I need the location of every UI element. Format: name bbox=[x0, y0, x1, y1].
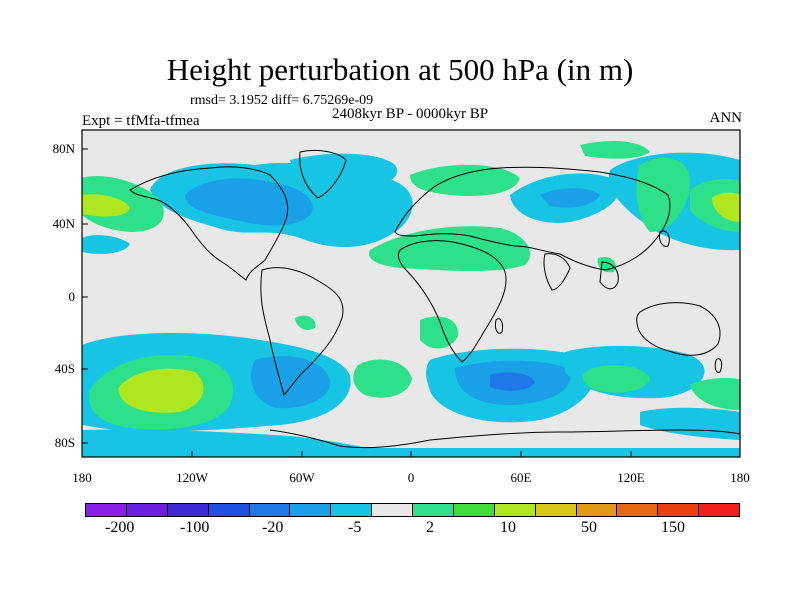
siberia-positive-region bbox=[636, 157, 690, 232]
colorbar-label: -100 bbox=[180, 519, 210, 536]
south-pacific-positive-core bbox=[118, 368, 204, 413]
plot-title: Height perturbation at 500 hPa (in m) bbox=[166, 52, 634, 87]
africa-positive-region bbox=[420, 316, 459, 349]
colorbar-segment bbox=[126, 504, 168, 516]
antarctica-coastline bbox=[269, 429, 740, 449]
southeast-asia-coastline bbox=[599, 261, 619, 290]
africa-coastline bbox=[397, 240, 507, 363]
lon-label-0: 0 bbox=[408, 470, 415, 485]
colorbar-label: 50 bbox=[581, 519, 597, 536]
latitude-axis: 80N 40N 0 40S 80S bbox=[53, 141, 88, 450]
eurasia-positive-region bbox=[369, 226, 531, 272]
europe-positive-region bbox=[410, 164, 520, 197]
colorbar bbox=[85, 503, 740, 517]
north-pacific-positive-core bbox=[82, 194, 130, 217]
south-atlantic-negative-region bbox=[251, 356, 331, 409]
colorbar-label: 150 bbox=[661, 519, 685, 536]
lat-label-40S: 40S bbox=[55, 361, 75, 376]
lat-label-40N: 40N bbox=[53, 216, 76, 231]
far-south-pacific-negative-region bbox=[640, 407, 740, 440]
east-asia-positive-core bbox=[712, 192, 740, 222]
europe-coastline bbox=[394, 166, 671, 271]
greenland-coastline bbox=[299, 149, 347, 199]
lon-label-60E: 60E bbox=[511, 470, 532, 485]
north-america-coastline bbox=[129, 166, 289, 281]
south-america-coastline bbox=[260, 267, 344, 396]
colorbar-label: -5 bbox=[348, 519, 362, 536]
experiment-label: Expt = tfMfa-tfmea bbox=[82, 113, 200, 129]
antarctic-negative-band bbox=[82, 429, 740, 457]
colorbar-segment bbox=[617, 504, 659, 516]
colorbar-segment bbox=[290, 504, 332, 516]
north-atlantic-negative-core bbox=[185, 178, 313, 226]
colorbar-label: -20 bbox=[262, 519, 284, 536]
south-atlantic-positive-region bbox=[353, 359, 412, 398]
far-east-positive-region bbox=[690, 377, 740, 410]
canada-negative-region bbox=[290, 153, 398, 189]
lon-label-60W: 60W bbox=[289, 470, 315, 485]
pacific-positive-blob bbox=[295, 315, 316, 330]
colorbar-label: -200 bbox=[105, 519, 135, 536]
colorbar-segment bbox=[331, 504, 373, 516]
lat-label-0: 0 bbox=[69, 289, 76, 304]
lat-label-80S: 80S bbox=[55, 435, 75, 450]
lon-label-120W: 120W bbox=[176, 470, 209, 485]
anomaly-field bbox=[82, 130, 740, 457]
colorbar-segment bbox=[208, 504, 250, 516]
australia-coastline bbox=[636, 302, 721, 356]
eurasia-negative-core bbox=[540, 188, 600, 208]
colorbar-segment bbox=[372, 504, 413, 516]
india-coastline bbox=[543, 253, 571, 291]
lon-label-180E: 180 bbox=[730, 470, 750, 485]
japan-coastline bbox=[659, 230, 670, 247]
greenland-positive-region bbox=[580, 140, 650, 159]
pacific-negative-region bbox=[82, 235, 130, 254]
south-indian-positive-region bbox=[582, 365, 650, 393]
lon-label-180W: 180 bbox=[72, 470, 92, 485]
colorbar-segment bbox=[86, 504, 127, 516]
time-period-label: 2408kyr BP - 0000kyr BP bbox=[331, 106, 489, 122]
longitude-axis: 180 120W 60W 0 60E 120E 180 bbox=[72, 451, 750, 485]
colorbar-segment bbox=[249, 504, 291, 516]
rmsd-diff-stats: rmsd= 3.1952 diff= 6.75269e-09 bbox=[190, 93, 374, 108]
colorbar-segment bbox=[453, 504, 495, 516]
new-zealand-coastline bbox=[714, 358, 723, 373]
colorbar-label: 10 bbox=[500, 519, 516, 536]
colorbar-segment bbox=[535, 504, 577, 516]
lon-label-120E: 120E bbox=[617, 470, 645, 485]
season-label: ANN bbox=[709, 110, 743, 126]
colorbar-segment bbox=[658, 504, 700, 516]
colorbar-segment bbox=[413, 504, 454, 516]
colorbar-segment bbox=[167, 504, 209, 516]
colorbar-segment bbox=[699, 504, 739, 516]
southern-ocean-negative-core bbox=[490, 372, 535, 391]
coastlines bbox=[129, 149, 740, 449]
madagascar-coastline bbox=[495, 318, 503, 334]
colorbar-segment bbox=[576, 504, 618, 516]
lat-label-80N: 80N bbox=[53, 141, 76, 156]
colorbar-label: 2 bbox=[426, 519, 434, 536]
colorbar-segment bbox=[494, 504, 536, 516]
